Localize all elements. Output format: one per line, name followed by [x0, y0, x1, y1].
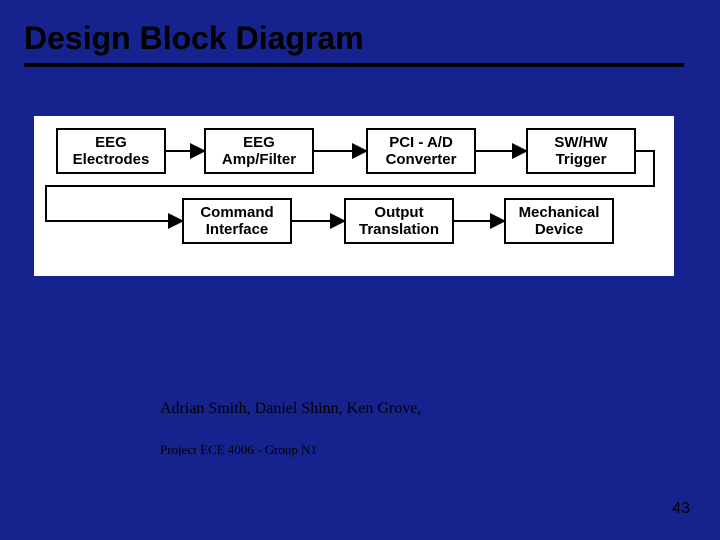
- block-mechanical-device-line: Mechanical: [519, 204, 600, 221]
- diagram-panel: EEGElectrodesEEGAmp/FilterPCI - A/DConve…: [34, 116, 674, 276]
- block-sw-hw-trigger-line: SW/HW: [554, 134, 607, 151]
- page-title: Design Block Diagram: [24, 20, 696, 57]
- block-command-interface: CommandInterface: [182, 198, 292, 244]
- block-eeg-amp-filter: EEGAmp/Filter: [204, 128, 314, 174]
- block-output-translation: OutputTranslation: [344, 198, 454, 244]
- block-output-translation-line: Translation: [359, 221, 439, 238]
- block-mechanical-device: MechanicalDevice: [504, 198, 614, 244]
- title-area: Design Block Diagram: [0, 0, 720, 67]
- block-eeg-amp-filter-line: Amp/Filter: [222, 151, 296, 168]
- block-eeg-amp-filter-line: EEG: [243, 134, 275, 151]
- project-text: Project ECE 4006 - Group N1: [160, 442, 317, 458]
- block-sw-hw-trigger-line: Trigger: [556, 151, 607, 168]
- block-pci-ad-converter: PCI - A/DConverter: [366, 128, 476, 174]
- page-number: 43: [672, 500, 690, 518]
- block-mechanical-device-line: Device: [535, 221, 583, 238]
- title-underline: [24, 63, 684, 67]
- block-eeg-electrodes-line: Electrodes: [73, 151, 150, 168]
- block-sw-hw-trigger: SW/HWTrigger: [526, 128, 636, 174]
- block-output-translation-line: Output: [374, 204, 423, 221]
- block-command-interface-line: Interface: [206, 221, 269, 238]
- block-eeg-electrodes: EEGElectrodes: [56, 128, 166, 174]
- credits-text: Adrian Smith, Daniel Shinn, Ken Grove,: [160, 400, 421, 418]
- slide: Design Block Diagram EEGElectrodesEEGAmp…: [0, 0, 720, 540]
- block-pci-ad-converter-line: PCI - A/D: [389, 134, 453, 151]
- block-eeg-electrodes-line: EEG: [95, 134, 127, 151]
- block-pci-ad-converter-line: Converter: [386, 151, 457, 168]
- block-command-interface-line: Command: [200, 204, 273, 221]
